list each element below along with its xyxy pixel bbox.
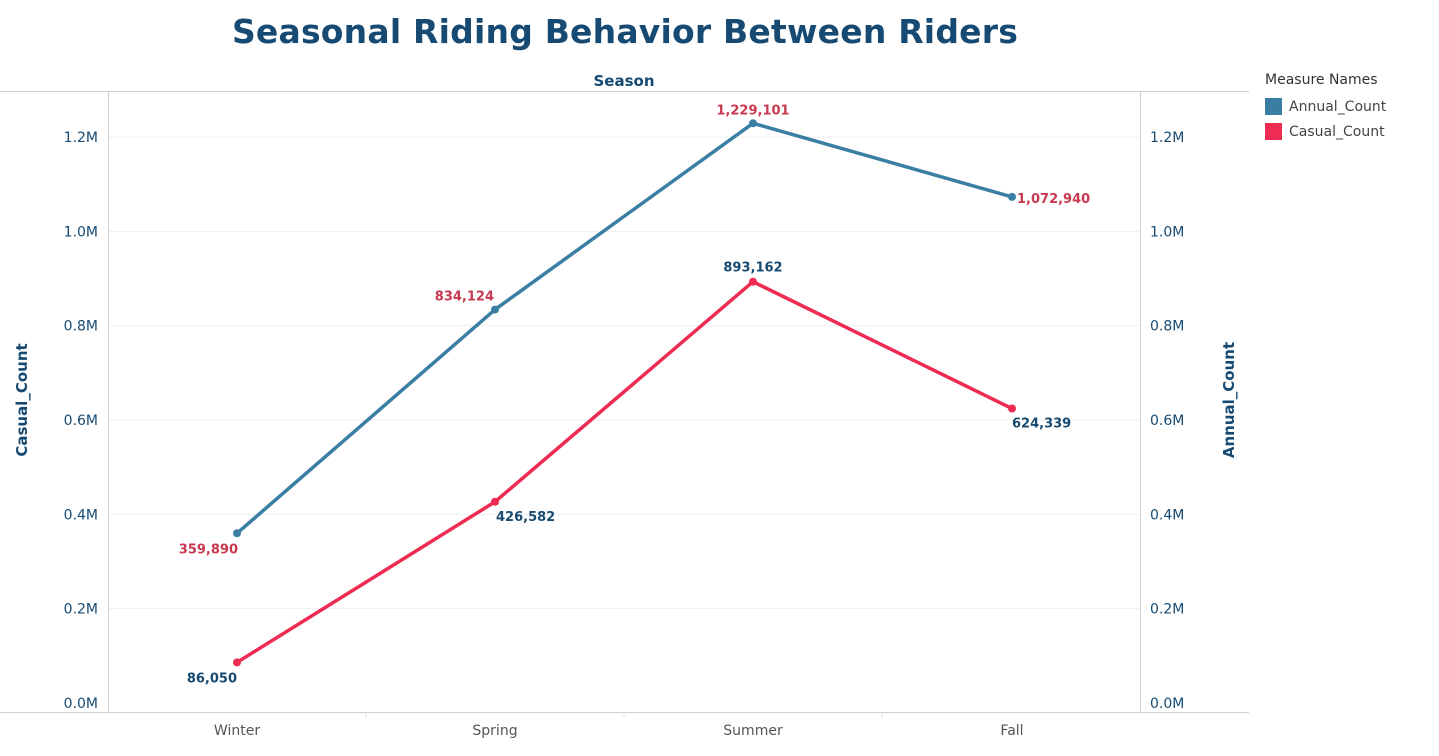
chart-title: Seasonal Riding Behavior Between Riders [231,12,1019,51]
data-label: 624,339 [1012,417,1071,432]
y-tick-right-label: 0.0M [1150,696,1184,712]
series-line-annual-count [235,121,1014,536]
y-axis-right-label: Annual_Count [1220,342,1238,458]
y-tick-left-label: 0.0M [64,696,98,712]
x-tick-label: Spring [472,723,517,739]
y-tick-left-label: 0.4M [64,507,98,523]
y-tick-right-label: 1.2M [1150,130,1184,146]
legend-label-casual: Casual_Count [1289,123,1385,140]
y-tick-right-label: 0.2M [1150,602,1184,618]
legend-title: Measure Names [1265,72,1378,88]
series-line-casual-count [235,279,1014,665]
data-point[interactable] [749,119,757,128]
legend-swatch-casual [1265,123,1282,140]
data-point[interactable] [491,497,499,506]
y-tick-right-label: 1.0M [1150,224,1184,240]
y-tick-left-label: 0.2M [64,602,98,618]
data-point[interactable] [233,529,241,538]
data-label: 86,050 [187,671,237,686]
data-label: 834,124 [435,290,494,305]
data-point[interactable] [1008,192,1016,201]
data-point[interactable] [491,305,499,314]
legend: Measure Names Annual_Count Casual_Count [1265,72,1386,144]
legend-swatch-annual [1265,98,1282,115]
data-label: 359,890 [179,542,238,557]
x-tick-label: Winter [214,723,260,739]
data-label: 1,072,940 [1017,192,1090,207]
y-tick-left-label: 1.2M [64,130,98,146]
data-point[interactable] [233,658,241,667]
y-tick-left-label: 0.6M [64,413,98,429]
y-tick-right-label: 0.6M [1150,413,1184,429]
x-tick-label: Summer [723,723,783,739]
column-header: Season [593,72,654,90]
y-tick-right-label: 0.4M [1150,507,1184,523]
legend-item-annual[interactable]: Annual_Count [1265,94,1386,119]
y-axis-left-label: Casual_Count [13,343,31,456]
y-tick-left-label: 0.8M [64,319,98,335]
data-point[interactable] [1008,404,1016,413]
x-tick-label: Fall [1000,723,1023,739]
y-tick-right-label: 0.8M [1150,319,1184,335]
data-point[interactable] [749,277,757,286]
data-label: 893,162 [723,261,782,276]
line-chart: Season Casual_Count Annual_Count 0.0M 0.0… [0,72,1249,739]
legend-label-annual: Annual_Count [1289,98,1387,115]
data-label: 1,229,101 [716,103,789,118]
legend-item-casual[interactable]: Casual_Count [1265,119,1386,144]
y-tick-left-label: 1.0M [64,224,98,240]
data-label: 426,582 [496,510,555,525]
